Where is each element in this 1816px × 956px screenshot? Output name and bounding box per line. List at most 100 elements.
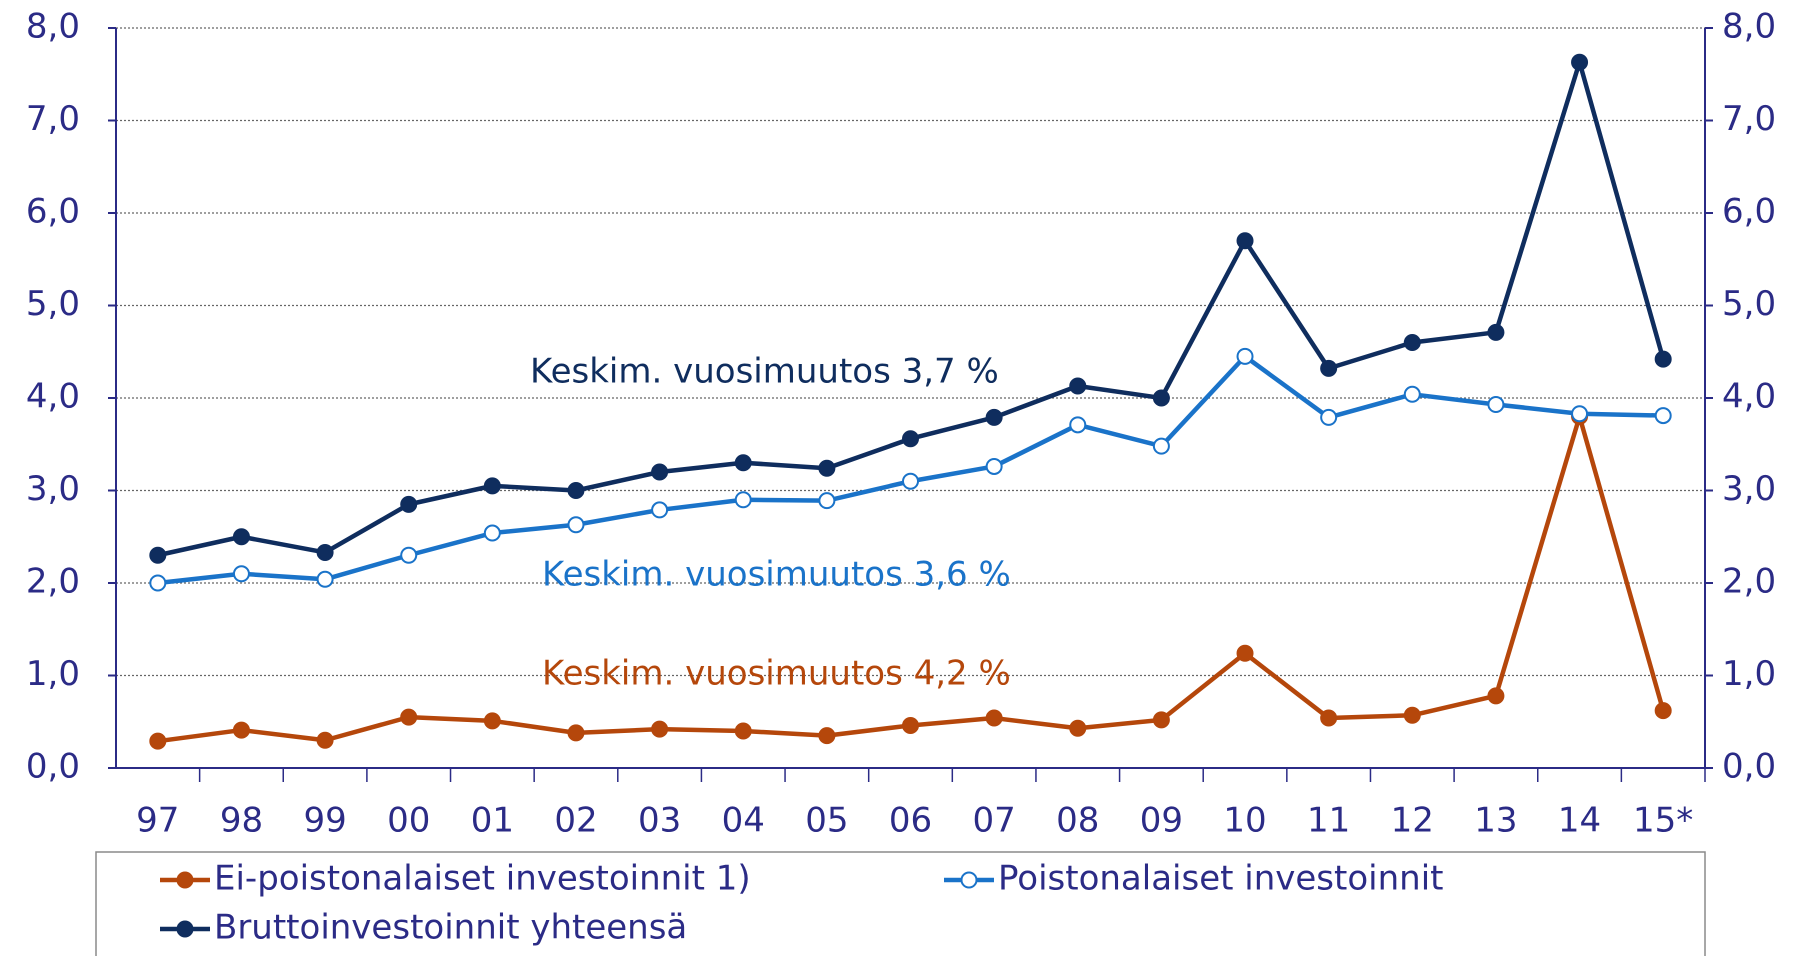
data-point bbox=[818, 492, 836, 510]
data-point bbox=[1069, 416, 1087, 434]
data-point bbox=[567, 482, 585, 499]
legend-box bbox=[95, 851, 1706, 956]
data-point bbox=[1487, 395, 1505, 413]
data-point bbox=[1571, 53, 1589, 71]
data-point bbox=[1152, 389, 1170, 407]
data-point bbox=[651, 463, 669, 481]
x-tick-label: 01 bbox=[471, 801, 514, 841]
annotation: Keskim. vuosimuutos 3,6 % bbox=[542, 555, 1011, 595]
data-point bbox=[1236, 232, 1254, 250]
data-point bbox=[734, 722, 752, 740]
data-point bbox=[400, 495, 418, 513]
data-point bbox=[400, 708, 418, 726]
x-tick-label: 06 bbox=[889, 801, 932, 841]
data-point bbox=[483, 477, 501, 495]
legend-marker bbox=[176, 920, 194, 938]
data-point bbox=[1320, 408, 1338, 426]
y-tick-label: 8,0 bbox=[26, 7, 80, 47]
data-point bbox=[1320, 359, 1338, 377]
x-tick-label: 07 bbox=[972, 801, 1015, 841]
data-point bbox=[1320, 709, 1338, 727]
data-point bbox=[985, 408, 1003, 426]
x-tick-label: 14 bbox=[1558, 801, 1601, 841]
x-tick-label: 11 bbox=[1307, 801, 1350, 841]
data-point bbox=[1236, 347, 1254, 365]
y-tick-label: 7,0 bbox=[26, 99, 80, 139]
legend-label: Poistonalaiset investoinnit bbox=[998, 859, 1443, 899]
x-tick-label: 97 bbox=[136, 801, 179, 841]
data-point bbox=[149, 574, 167, 592]
annotation: Keskim. vuosimuutos 4,2 % bbox=[542, 654, 1011, 694]
data-point bbox=[400, 546, 418, 564]
x-tick-label: 98 bbox=[220, 801, 263, 841]
data-point bbox=[483, 524, 501, 542]
data-point bbox=[232, 565, 250, 583]
data-point bbox=[1152, 711, 1170, 729]
data-point bbox=[651, 720, 669, 738]
data-point bbox=[232, 721, 250, 739]
y2-tick-label: 8,0 bbox=[1722, 7, 1776, 47]
data-point bbox=[1069, 377, 1087, 395]
y-tick-label: 4,0 bbox=[26, 377, 80, 417]
data-point bbox=[316, 731, 334, 749]
legend-marker bbox=[176, 871, 194, 889]
data-point bbox=[818, 727, 836, 745]
x-tick-label: 00 bbox=[387, 801, 430, 841]
x-tick-label: 05 bbox=[805, 801, 848, 841]
y-tick-label: 2,0 bbox=[26, 562, 80, 602]
x-tick-label: 99 bbox=[303, 801, 346, 841]
data-point bbox=[316, 570, 334, 588]
data-point bbox=[734, 454, 752, 472]
legend-marker bbox=[960, 871, 978, 889]
data-point bbox=[1403, 334, 1421, 351]
y-tick-label: 1,0 bbox=[26, 654, 80, 694]
y2-tick-label: 6,0 bbox=[1722, 192, 1776, 232]
data-point bbox=[1152, 437, 1170, 455]
data-point bbox=[1654, 702, 1672, 720]
x-tick-label: 12 bbox=[1391, 801, 1434, 841]
x-tick-label: 08 bbox=[1056, 801, 1099, 841]
data-point bbox=[1487, 323, 1505, 341]
y-tick-label: 3,0 bbox=[26, 469, 80, 509]
x-tick-label: 04 bbox=[722, 801, 765, 841]
data-point bbox=[818, 459, 836, 477]
data-point bbox=[734, 491, 752, 509]
x-tick-label: 10 bbox=[1223, 801, 1266, 841]
y2-tick-label: 0,0 bbox=[1722, 747, 1776, 787]
x-tick-label: 15* bbox=[1633, 801, 1693, 841]
data-point bbox=[1571, 405, 1589, 423]
y2-tick-label: 7,0 bbox=[1722, 99, 1776, 139]
y-tick-label: 6,0 bbox=[26, 192, 80, 232]
y2-tick-label: 2,0 bbox=[1722, 562, 1776, 602]
data-point bbox=[902, 430, 919, 448]
data-point bbox=[567, 724, 585, 742]
data-point bbox=[1403, 385, 1421, 403]
data-point bbox=[232, 528, 250, 546]
data-point bbox=[316, 543, 334, 561]
data-point bbox=[985, 709, 1003, 727]
x-tick-label: 02 bbox=[554, 801, 597, 841]
data-point bbox=[1654, 407, 1672, 425]
data-point bbox=[567, 516, 585, 534]
y2-tick-label: 3,0 bbox=[1722, 469, 1776, 509]
data-point bbox=[902, 716, 919, 734]
data-point bbox=[651, 501, 669, 519]
y2-tick-label: 5,0 bbox=[1722, 284, 1776, 324]
data-point bbox=[1236, 644, 1254, 662]
data-point bbox=[902, 472, 919, 490]
y-tick-label: 5,0 bbox=[26, 284, 80, 324]
data-point bbox=[1487, 687, 1505, 705]
data-point bbox=[1403, 706, 1421, 724]
data-point bbox=[483, 712, 501, 730]
y2-tick-label: 4,0 bbox=[1722, 377, 1776, 417]
data-point bbox=[985, 457, 1003, 475]
data-point bbox=[149, 546, 167, 564]
annotation: Keskim. vuosimuutos 3,7 % bbox=[530, 352, 999, 392]
x-tick-label: 09 bbox=[1140, 801, 1183, 841]
y-tick-label: 0,0 bbox=[26, 747, 80, 787]
data-point bbox=[149, 732, 167, 750]
data-point bbox=[1654, 350, 1672, 368]
data-point bbox=[1069, 719, 1087, 737]
legend-label: Bruttoinvestoinnit yhteensä bbox=[214, 908, 687, 948]
